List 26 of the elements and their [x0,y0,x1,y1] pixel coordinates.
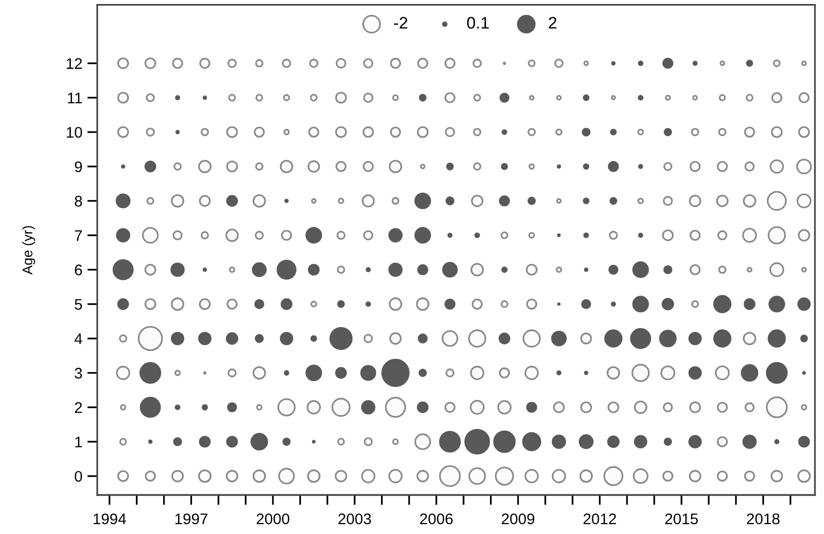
y-tick-label: 3 [74,368,82,379]
y-axis-title: Age (yr) [22,226,36,275]
y-tick-label: 7 [74,230,82,241]
x-tick-label: 2006 [420,513,453,524]
x-tick-label: 2003 [338,513,371,524]
x-tick-label: 1994 [94,513,126,524]
legend-label: 2 [548,16,556,29]
y-tick-label: 10 [66,126,82,138]
x-tick-label: 2015 [665,513,698,524]
y-tick-label: 8 [74,196,82,207]
y-tick-label: 2 [74,402,82,413]
x-tick-label: 2012 [584,513,616,524]
x-tick-label: 2000 [256,513,290,524]
y-tick-label: 6 [74,264,82,276]
y-tick-label: 4 [74,334,82,344]
y-tick-label: 0 [74,470,82,482]
y-tick-label: 12 [66,58,82,69]
legend-label: 0.1 [467,16,489,29]
y-tick-label: 9 [74,161,82,172]
x-tick-label: 2009 [502,513,534,524]
legend-label: -2 [394,16,408,29]
y-tick-label: 11 [68,92,82,104]
x-tick-label: 2018 [746,513,780,524]
x-tick-label: 1997 [175,513,208,524]
y-tick-label: 5 [74,299,82,310]
y-tick-label: 1 [75,436,82,448]
